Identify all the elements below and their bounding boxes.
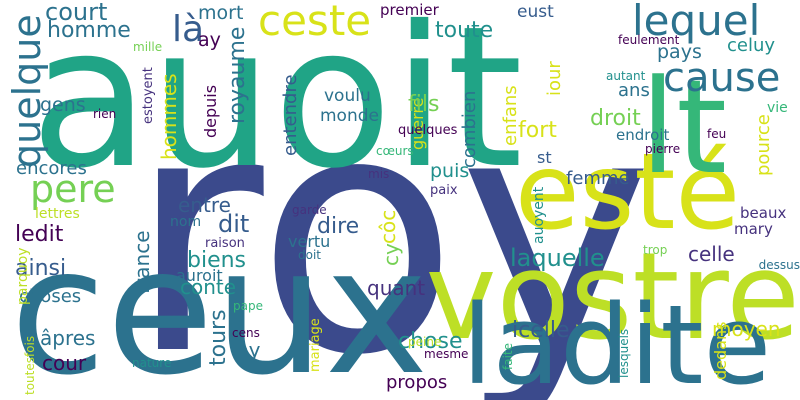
- cloud-word: feulement: [618, 33, 680, 47]
- cloud-word: encores: [16, 158, 87, 179]
- cloud-word: dedans: [711, 321, 730, 380]
- cloud-word: cour: [42, 351, 87, 375]
- cloud-word: eust: [517, 2, 554, 22]
- cloud-word: cy: [379, 243, 403, 266]
- cloud-word: dit: [218, 210, 250, 238]
- cloud-word: pierre: [645, 142, 681, 156]
- cloud-word: droit: [590, 106, 641, 131]
- cloud-word: rien: [93, 107, 117, 121]
- cloud-word: quelque: [5, 14, 49, 168]
- cloud-word: ladite: [462, 281, 772, 400]
- cloud-word: pape: [233, 299, 263, 313]
- cloud-word: beaux: [740, 204, 787, 222]
- cloud-word: auroit: [176, 266, 223, 285]
- cloud-word: raison: [205, 236, 245, 251]
- cloud-word: conte: [180, 275, 237, 299]
- cloud-word: mary: [734, 220, 773, 238]
- cloud-word: homme: [47, 18, 131, 43]
- cloud-word: cœurs: [376, 144, 414, 158]
- cloud-word: hommes: [157, 73, 181, 160]
- cloud-word: celle: [688, 242, 735, 266]
- cloud-word: iour: [544, 61, 565, 96]
- cloud-word: entre: [178, 193, 231, 217]
- cloud-word: celuy: [727, 35, 776, 56]
- cloud-word: gens: [40, 94, 86, 116]
- cloud-word: laquelle: [510, 244, 605, 272]
- cloud-word: roy: [128, 43, 654, 400]
- cloud-word: toute: [435, 18, 494, 43]
- cloud-word: lesquels: [617, 328, 631, 378]
- cloud-word: ceste: [258, 0, 372, 45]
- cloud-word: ledit: [15, 222, 64, 247]
- cloud-word: cause: [663, 55, 781, 101]
- cloud-word: peine: [408, 335, 442, 349]
- cloud-word: feu: [707, 127, 727, 141]
- cloud-word: chose: [398, 329, 463, 354]
- cloud-word: fort: [518, 118, 557, 143]
- cloud-word: cens: [232, 326, 260, 340]
- cloud-word: biens: [187, 248, 247, 273]
- cloud-word: ceux: [10, 211, 429, 400]
- cloud-word: dire: [317, 214, 360, 239]
- cloud-word: lettres: [35, 206, 80, 222]
- cloud-word: combien: [459, 90, 480, 168]
- cloud-word: esté: [515, 131, 741, 253]
- cloud-word: lequel: [632, 0, 761, 45]
- cloud-word: mesme: [424, 347, 469, 361]
- cloud-word: france: [130, 230, 154, 295]
- cloud-word: quelques: [398, 123, 458, 138]
- cloud-word: pere: [30, 167, 116, 211]
- cloud-word: monde: [320, 106, 379, 126]
- cloud-word: premier: [380, 1, 439, 19]
- cloud-word: depuis: [201, 84, 220, 138]
- cloud-word: ny: [236, 338, 261, 362]
- cloud-word: là: [172, 9, 205, 50]
- cloud-word: trop: [643, 243, 668, 257]
- cloud-word: endroit: [616, 126, 670, 144]
- cloud-word: mariage: [308, 318, 323, 372]
- cloud-word: femme: [566, 168, 630, 189]
- cloud-word: moyen: [712, 317, 781, 341]
- cloud-word: autant: [606, 69, 646, 83]
- cloud-word: mort: [198, 2, 244, 24]
- cloud-word: puis: [430, 160, 470, 182]
- cloud-word: entendre: [280, 74, 301, 156]
- cloud-word: propos: [386, 372, 448, 393]
- cloud-word: faite: [501, 343, 515, 370]
- cloud-word: nom: [170, 214, 202, 230]
- cloud-word: voulu: [324, 86, 371, 106]
- cloud-word: choses: [19, 286, 82, 307]
- cloud-word: ainsi: [15, 256, 67, 281]
- cloud-word: toutesfois: [23, 335, 37, 395]
- cloud-word: auoyent: [531, 186, 547, 244]
- cloud-word: fils: [408, 92, 440, 117]
- cloud-word: mille: [133, 40, 163, 54]
- cloud-word: ay: [198, 29, 221, 51]
- cloud-word: quant: [367, 276, 426, 300]
- cloud-word: garde: [292, 203, 327, 217]
- cloud-word: vertu: [288, 232, 331, 251]
- cloud-word: royaume: [225, 26, 250, 124]
- cloud-word: vostre: [425, 228, 800, 367]
- cloud-word: auoit: [30, 0, 524, 211]
- cloud-word: âpres: [40, 326, 96, 350]
- cloud-word: tours: [206, 309, 231, 366]
- cloud-word: parquoy: [15, 247, 31, 305]
- cloud-word: doit: [298, 248, 321, 262]
- cloud-word: paix: [430, 183, 458, 198]
- cloud-word: ans: [618, 80, 650, 101]
- cloud-word: mis: [368, 167, 390, 181]
- cloud-word: st: [537, 148, 552, 167]
- cloud-word: court: [45, 0, 108, 26]
- cloud-word: dessus: [758, 258, 800, 272]
- cloud-word: vie: [767, 100, 788, 116]
- cloud-word: lt: [640, 51, 728, 203]
- cloud-word: pays: [657, 41, 702, 63]
- cloud-word: icelle: [512, 318, 570, 343]
- cloud-word: nature: [132, 356, 172, 370]
- cloud-word: côc: [376, 209, 400, 244]
- cloud-word: pource: [753, 114, 774, 176]
- cloud-word: estoyent: [141, 67, 156, 124]
